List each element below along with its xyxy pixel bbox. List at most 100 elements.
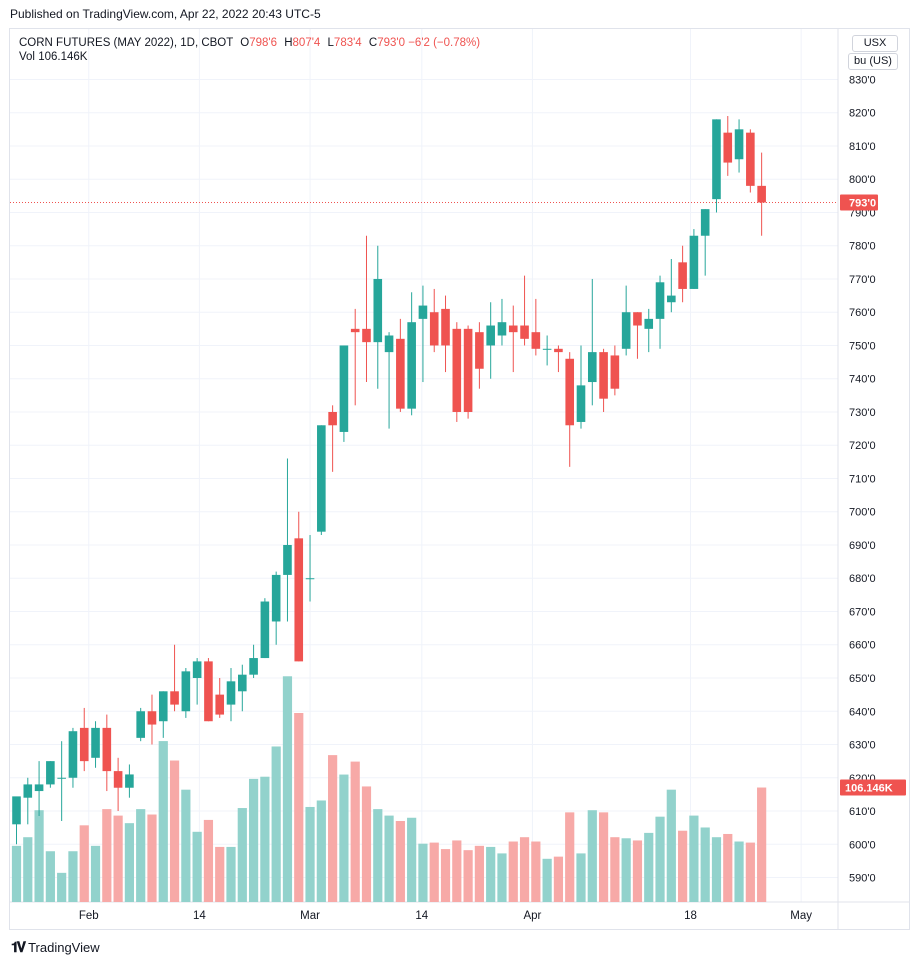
candle-body: [475, 332, 484, 369]
candle-body: [723, 132, 733, 163]
price-tick-label: 770'0: [849, 274, 876, 286]
candle: [441, 295, 450, 373]
volume-bar: [418, 843, 428, 902]
volume-bar: [373, 809, 383, 902]
candle: [136, 707, 145, 742]
volume-bars: [11, 676, 767, 902]
volume-bar: [305, 806, 315, 902]
volume-bar: [689, 815, 699, 902]
candle-body: [418, 305, 428, 319]
volume-bar: [215, 846, 225, 902]
candle: [700, 209, 710, 276]
candle-body: [305, 578, 315, 580]
volume-bar: [384, 815, 394, 902]
volume-bar: [632, 840, 643, 902]
candle: [23, 777, 33, 825]
price-tick-label: 760'0: [849, 307, 876, 319]
volume-bar: [565, 812, 575, 902]
candle-body: [689, 235, 699, 289]
volume-bar: [79, 825, 89, 902]
candle: [723, 116, 733, 176]
volume-bar: [169, 760, 180, 902]
candle-body: [587, 352, 597, 383]
volume-legend: Vol 106.146K: [19, 51, 87, 63]
candle-body: [339, 345, 349, 432]
volume-bar: [113, 815, 123, 902]
candle: [475, 322, 484, 389]
time-tick-label: 14: [415, 910, 428, 922]
volume-bar: [553, 856, 564, 902]
candle-body: [113, 771, 123, 788]
candle-body: [644, 318, 654, 329]
currency-button[interactable]: USX: [852, 35, 898, 52]
low-label: L: [327, 37, 334, 49]
volume-bar: [237, 808, 247, 902]
symbol-legend: CORN FUTURES (MAY 2022), 1D, CBOT O798'6…: [19, 35, 480, 51]
candle: [328, 405, 337, 472]
candle-body: [486, 325, 495, 346]
price-tick-label: 610'0: [849, 806, 876, 818]
volume-bar: [621, 838, 631, 902]
volume-bar: [678, 830, 688, 902]
symbol-name[interactable]: CORN FUTURES (MAY 2022), 1D, CBOT: [19, 37, 234, 49]
candle-body: [34, 784, 44, 792]
candle: [215, 678, 225, 718]
candle: [294, 511, 304, 662]
candle: [667, 259, 676, 313]
chart-panel[interactable]: [9, 28, 910, 930]
time-tick-label: Apr: [523, 910, 541, 922]
volume-bar: [271, 746, 281, 902]
volume-bar: [610, 837, 620, 902]
candle: [712, 119, 721, 213]
candle: [644, 308, 654, 353]
price-tick-label: 780'0: [849, 241, 876, 253]
candle: [407, 292, 416, 416]
candle: [113, 757, 123, 812]
candle: [689, 229, 699, 289]
volume-bar: [542, 858, 552, 902]
tradingview-logo[interactable]: 𝟏𝐕 TradingView: [11, 939, 100, 956]
candle-body: [238, 674, 247, 692]
candle: [305, 535, 315, 602]
volume-bar: [350, 761, 360, 902]
candle-body: [260, 601, 270, 659]
unit-button[interactable]: bu (US): [848, 53, 898, 70]
volume-bar: [508, 841, 518, 902]
tradingview-logo-icon: 𝟏𝐕: [11, 939, 26, 955]
candle-body: [136, 711, 145, 738]
time-tick-label: 14: [193, 910, 206, 922]
candle: [238, 664, 247, 712]
volume-bar: [248, 778, 259, 902]
volume-bar: [440, 849, 451, 902]
volume-bar: [666, 789, 676, 902]
candle: [655, 275, 665, 349]
low-value: 783'4: [333, 37, 362, 49]
price-tick-label: 720'0: [849, 440, 876, 452]
volume-bar: [23, 837, 33, 902]
price-candles: [12, 116, 766, 845]
candle-body: [192, 661, 202, 679]
candle: [102, 714, 112, 792]
candle-body: [531, 332, 541, 349]
price-tick-label: 800'0: [849, 174, 876, 186]
candle: [452, 322, 462, 422]
candle: [633, 312, 642, 359]
candle-body: [23, 784, 33, 798]
candle: [373, 245, 383, 389]
volume-bar: [102, 809, 112, 902]
candle-body: [91, 727, 100, 758]
candle-body: [46, 761, 55, 785]
volume-bar: [576, 853, 586, 902]
price-tick-label: 670'0: [849, 606, 876, 618]
volume-bar: [429, 842, 439, 902]
price-tick-label: 690'0: [849, 540, 876, 552]
candle-body: [407, 322, 416, 409]
candle: [226, 668, 236, 722]
candle-body: [283, 544, 292, 575]
last-price-label: 793'0: [849, 197, 876, 209]
candle-body: [271, 574, 281, 622]
candle-body: [147, 711, 157, 725]
candle-body: [373, 278, 383, 343]
candle: [542, 335, 552, 366]
